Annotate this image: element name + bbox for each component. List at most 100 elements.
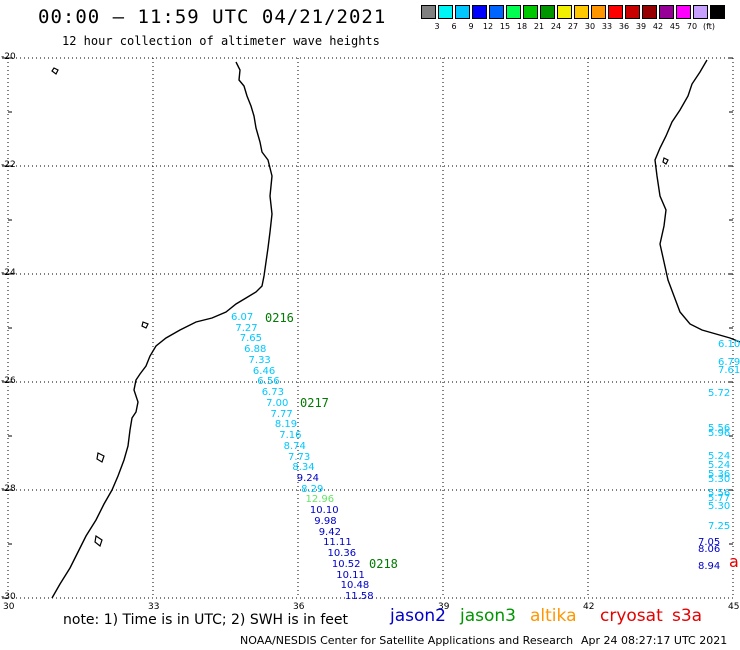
swh-value: 8.94 xyxy=(698,561,721,572)
legend-swatch xyxy=(489,5,504,19)
legend-swatch xyxy=(642,5,657,19)
swh-value: 8.06 xyxy=(698,544,721,555)
swh-value: 5.24 xyxy=(708,460,731,471)
swh-value: 7.33 xyxy=(248,354,271,366)
legend-label: 39 xyxy=(635,22,647,31)
footer-timestamp: Apr 24 08:27:17 UTC 2021 xyxy=(581,634,728,647)
island-outline xyxy=(94,534,103,548)
legend-swatch xyxy=(659,5,674,19)
legend-swatch xyxy=(676,5,691,19)
legend-label: 33 xyxy=(601,22,613,31)
legend-label: 30 xyxy=(584,22,596,31)
longitude-label: 45 xyxy=(728,602,740,612)
swh-value: 10.48 xyxy=(340,580,370,592)
swh-value: 5.36 xyxy=(708,469,731,480)
swh-value: 5.96 xyxy=(708,428,731,439)
note-text: note: 1) Time is in UTC; 2) SWH is in fe… xyxy=(63,612,349,628)
legend-swatch xyxy=(557,5,572,19)
legend-swatch xyxy=(472,5,487,19)
swh-value: 5.56 xyxy=(708,423,731,434)
swh-value: 10.11 xyxy=(336,569,365,581)
swh-value: 9.42 xyxy=(318,526,341,538)
legend-swatch xyxy=(710,5,725,19)
pass-label: 0218 xyxy=(369,557,398,571)
legend-label: 6 xyxy=(451,22,457,31)
swh-value: 11.11 xyxy=(323,537,352,549)
longitude-label: 36 xyxy=(293,602,305,612)
map-ticks xyxy=(2,57,733,599)
legend-swatch xyxy=(523,5,538,19)
swh-value: 7.05 xyxy=(698,537,721,548)
swh-value: 8.34 xyxy=(292,462,315,474)
swh-value: 5.72 xyxy=(708,388,731,399)
longitude-label: 33 xyxy=(148,602,160,612)
island-outline xyxy=(96,452,105,463)
swh-value: 12.96 xyxy=(305,494,335,506)
map-grid xyxy=(7,57,734,599)
latitude-label: -24 xyxy=(1,268,16,278)
legend-label: 24 xyxy=(550,22,562,31)
legend-label: 45 xyxy=(669,22,681,31)
swh-value: 6.10 xyxy=(718,339,740,350)
swh-value: 7.00 xyxy=(266,397,289,409)
legend-swatch xyxy=(438,5,453,19)
swh-value: 8.19 xyxy=(274,419,298,431)
swh-value: 7.65 xyxy=(239,333,263,345)
legend-label: (ft) xyxy=(702,22,716,31)
swh-value: 10.10 xyxy=(309,505,339,517)
madagascar-coastline xyxy=(654,59,740,343)
swh-value: 7.27 xyxy=(235,322,258,334)
swh-value: 6.79 xyxy=(718,357,740,368)
swh-value: 9.24 xyxy=(296,472,320,484)
swh-value: 7.73 xyxy=(288,451,311,463)
swh-value: 6.73 xyxy=(261,387,284,399)
swh-value: 5.30 xyxy=(708,501,731,512)
legend-swatch xyxy=(506,5,521,19)
legend-label: 18 xyxy=(516,22,528,31)
latitude-label: -20 xyxy=(1,52,16,62)
swh-value: 11.58 xyxy=(345,591,374,602)
legend-swatch xyxy=(455,5,470,19)
legend-label: 9 xyxy=(468,22,474,31)
latitude-label: -28 xyxy=(1,484,16,494)
satellite-jason3: jason3 xyxy=(460,606,516,626)
longitude-label: 39 xyxy=(438,602,450,612)
pass-label: 0216 xyxy=(265,311,294,325)
legend-swatch xyxy=(421,5,436,19)
swh-value: 9.98 xyxy=(314,515,337,527)
swh-value: a xyxy=(729,552,739,571)
legend-swatch xyxy=(625,5,640,19)
legend-label: 12 xyxy=(482,22,494,31)
swh-value: 6.56 xyxy=(257,376,280,388)
latitude-label: -30 xyxy=(1,592,16,602)
island-outline xyxy=(51,67,59,75)
satellite-jason2: jason2 xyxy=(390,606,446,626)
island-outline xyxy=(662,157,669,165)
legend-label: 36 xyxy=(618,22,630,31)
legend-label: 70 xyxy=(686,22,698,31)
satellite-altika: altika xyxy=(530,606,577,626)
swh-value: 8.29 xyxy=(301,483,324,495)
longitude-label: 42 xyxy=(583,602,595,612)
map-title: 00:00 – 11:59 UTC 04/21/2021 xyxy=(38,6,387,28)
swh-value: 8.74 xyxy=(283,440,306,452)
swh-value: 6.88 xyxy=(244,344,267,356)
africa-coastline xyxy=(51,61,273,599)
swh-value: 7.61 xyxy=(718,365,740,376)
swh-value: 10.52 xyxy=(331,558,361,570)
legend-swatch xyxy=(591,5,606,19)
legend-swatch xyxy=(693,5,708,19)
island-outline xyxy=(141,321,149,329)
legend-swatch xyxy=(608,5,623,19)
swh-value: 5.30 xyxy=(708,474,731,485)
swh-value: 6.07 xyxy=(231,312,254,323)
latitude-label: -22 xyxy=(1,160,16,170)
swh-value: 5.77 xyxy=(708,493,731,504)
legend-label: 3 xyxy=(434,22,440,31)
legend-label: 27 xyxy=(567,22,579,31)
satellite-cryosat: cryosat xyxy=(600,606,663,626)
swh-value: 6.46 xyxy=(252,365,276,377)
swh-value: 7.25 xyxy=(708,521,731,532)
legend-label: 42 xyxy=(652,22,664,31)
